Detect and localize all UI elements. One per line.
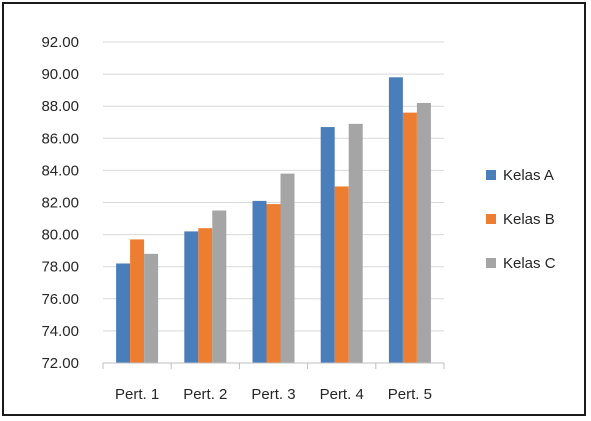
bar-kelas-c [348, 123, 363, 363]
x-tick-label: Pert. 5 [388, 386, 432, 403]
y-tick-label: 88.00 [41, 98, 79, 115]
y-tick-label: 92.00 [41, 34, 79, 51]
gridlines [103, 41, 444, 332]
bar-kelas-b [266, 204, 281, 363]
y-tick-label: 84.00 [41, 162, 79, 179]
bar-kelas-a [252, 200, 267, 363]
bar-kelas-b [402, 112, 417, 364]
legend-swatch [486, 258, 496, 268]
bar-kelas-c [280, 173, 295, 363]
y-tick-label: 80.00 [41, 227, 79, 244]
y-tick-label: 72.00 [41, 355, 79, 372]
bar-kelas-a [116, 263, 131, 363]
bar-kelas-c [416, 102, 431, 364]
y-tick-label: 78.00 [41, 259, 79, 276]
legend-label: Kelas A [503, 167, 554, 184]
y-tick-label: 76.00 [41, 291, 79, 308]
x-tick-label: Pert. 3 [251, 386, 295, 403]
bar-kelas-c [212, 210, 227, 363]
x-tick-label: Pert. 2 [183, 386, 227, 403]
bar-kelas-b [334, 186, 349, 363]
x-tick-label: Pert. 4 [320, 386, 364, 403]
y-tick-label: 74.00 [41, 323, 79, 340]
legend-swatch [486, 214, 496, 224]
bar-kelas-b [130, 239, 145, 363]
bar-kelas-a [320, 127, 335, 363]
legend-label: Kelas B [503, 211, 555, 228]
legend-swatch [486, 170, 496, 180]
bar-kelas-c [144, 253, 159, 363]
bars [116, 77, 431, 364]
bar-kelas-a [184, 231, 199, 363]
x-tick-label: Pert. 1 [115, 386, 159, 403]
legend-label: Kelas C [503, 255, 556, 272]
y-axis-ticks: 72.00 74.00 76.00 78.00 80.00 82.00 84.00 86.00… [41, 34, 79, 372]
bar-kelas-a [388, 77, 403, 363]
bar-kelas-b [198, 228, 213, 363]
legend: Kelas A Kelas B Kelas C [486, 167, 556, 272]
y-tick-label: 86.00 [41, 130, 79, 147]
y-tick-label: 82.00 [41, 195, 79, 212]
x-axis-ticks: Pert. 1 Pert. 2 Pert. 3 Pert. 4 Pert. 5 [102, 363, 445, 403]
y-tick-label: 90.00 [41, 66, 79, 83]
